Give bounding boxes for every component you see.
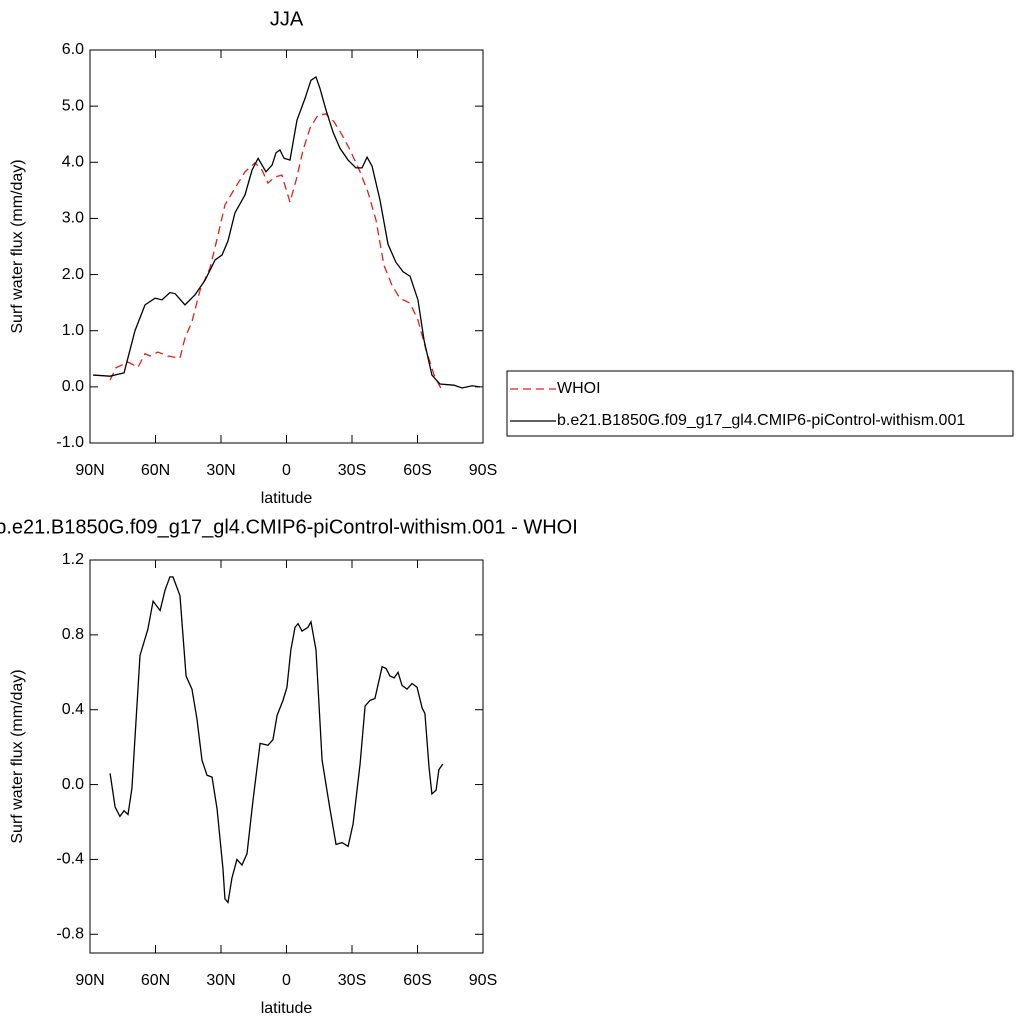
y-tick-label: 4.0 xyxy=(62,154,84,171)
y-tick-label: 0.0 xyxy=(62,378,84,395)
legend-label: b.e21.B1850G.f09_g17_gl4.CMIP6-piControl… xyxy=(557,412,965,429)
y-tick-label: -0.8 xyxy=(56,926,84,943)
y-tick-label: 5.0 xyxy=(62,97,84,114)
plot-frame xyxy=(89,559,484,954)
x-tick-label: 90S xyxy=(469,462,497,479)
y-tick-label: 0.0 xyxy=(62,776,84,793)
legend-box xyxy=(506,370,1014,437)
x-tick-label: 30S xyxy=(338,462,366,479)
data-line xyxy=(109,113,443,391)
plot-frame xyxy=(89,49,484,444)
x-axis-label: latitude xyxy=(261,1000,313,1017)
y-tick-label: 0.4 xyxy=(62,701,84,718)
x-tick-label: 60N xyxy=(141,972,170,989)
x-tick-label: 60S xyxy=(403,462,431,479)
y-tick-label: 2.0 xyxy=(62,266,84,283)
x-tick-label: 90N xyxy=(75,972,104,989)
x-tick-label: 60S xyxy=(403,972,431,989)
x-tick-label: 0 xyxy=(282,462,291,479)
x-tick-label: 30N xyxy=(206,972,235,989)
data-line xyxy=(109,576,444,904)
y-tick-label: -0.4 xyxy=(56,851,84,868)
y-tick-label: 0.8 xyxy=(62,626,84,643)
legend-label: WHOI xyxy=(557,380,601,397)
data-line xyxy=(93,75,481,389)
y-tick-label: 3.0 xyxy=(62,210,84,227)
chart-title: b.e21.B1850G.f09_g17_gl4.CMIP6-piControl… xyxy=(0,516,578,538)
y-tick-label: 1.2 xyxy=(62,551,84,568)
x-tick-label: 90N xyxy=(75,462,104,479)
x-tick-label: 30S xyxy=(338,972,366,989)
x-tick-label: 90S xyxy=(469,972,497,989)
y-tick-label: 6.0 xyxy=(62,41,84,58)
x-tick-label: 60N xyxy=(141,462,170,479)
x-tick-label: 30N xyxy=(206,462,235,479)
chart-title: JJA xyxy=(270,8,304,30)
x-tick-label: 0 xyxy=(282,972,291,989)
y-tick-label: -1.0 xyxy=(56,434,84,451)
y-axis-label: Surf water flux (mm/day) xyxy=(9,159,26,333)
y-tick-label: 1.0 xyxy=(62,322,84,339)
y-axis-label: Surf water flux (mm/day) xyxy=(9,669,26,843)
x-axis-label: latitude xyxy=(261,490,313,507)
